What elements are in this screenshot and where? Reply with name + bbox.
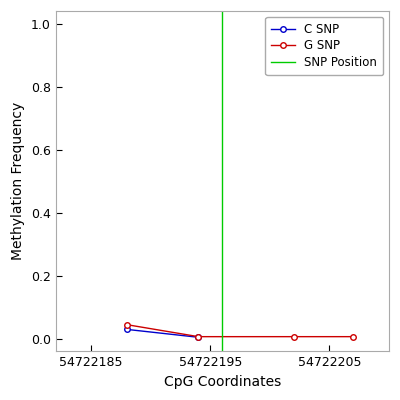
G SNP xyxy=(291,334,296,339)
G SNP xyxy=(196,334,201,339)
X-axis label: CpG Coordinates: CpG Coordinates xyxy=(164,375,281,389)
G SNP xyxy=(351,334,356,339)
Legend: C SNP, G SNP, SNP Position: C SNP, G SNP, SNP Position xyxy=(265,17,383,75)
C SNP xyxy=(124,327,129,332)
Line: C SNP: C SNP xyxy=(124,327,201,340)
G SNP xyxy=(124,322,129,327)
Line: G SNP: G SNP xyxy=(124,322,356,340)
C SNP xyxy=(196,335,201,340)
Y-axis label: Methylation Frequency: Methylation Frequency xyxy=(11,102,25,260)
